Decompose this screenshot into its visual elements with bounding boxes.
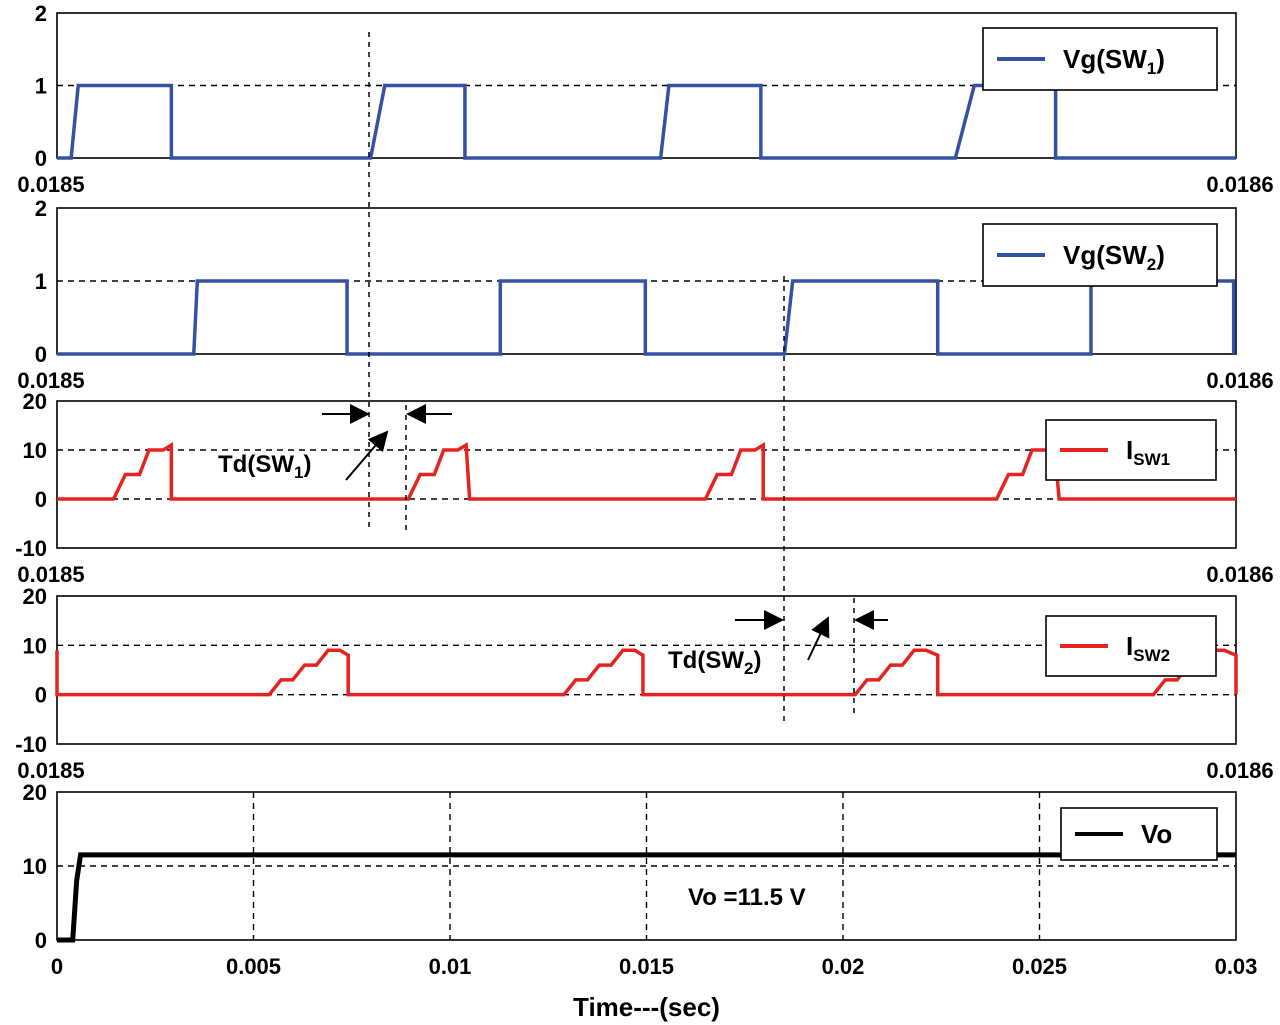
arrow [345,430,389,481]
x-tick-label: 0.0186 [1206,562,1273,587]
legend: ISW2 [1045,615,1217,677]
legend-label: Vg(SW2) [1063,240,1165,274]
legend-box [1045,615,1217,677]
legend-label: Vg(SW1) [1063,44,1165,78]
panel-5: 0 10 20 0 0.005 0.01 0.015 0.02 0.025 0.03 Vo Vo =1… [23,780,1258,1022]
x-tick-label: 0 [51,954,63,979]
x-tick-label: 0.0186 [1206,758,1273,783]
x-tick-label: 0.01 [429,954,472,979]
annotation-label: Vo =11.5 V [688,884,806,911]
legend-label: ISW2 [1126,631,1170,665]
x-axis-label: Time---(sec) [573,992,720,1022]
series-line [57,852,1236,943]
arrow [807,616,830,661]
y-tick-label: 1 [35,269,47,294]
x-tick-label: 0.0185 [17,368,84,393]
legend: Vg(SW1) [982,27,1218,91]
panel-1: 0 1 2 0.0185 0.0186 Vg(SW1) [17,1,1273,197]
y-tick-label: 20 [23,389,47,414]
y-tick-label: -10 [15,536,47,561]
panel-2: 0 1 2 0.0185 0.0186 Vg(SW2) [17,196,1273,393]
y-tick-label: 0 [35,683,47,708]
y-tick-label: 0 [35,928,47,953]
legend: ISW1 [1045,419,1217,481]
legend: Vg(SW2) [982,223,1218,287]
y-tick-label: -10 [15,732,47,757]
x-tick-label: 0.025 [1012,954,1067,979]
legend-label: ISW1 [1126,435,1170,469]
panel-3: -10 0 10 20 0.0185 0.0186 ISW1 Td(SW1) [15,389,1273,587]
annotation-label: Td(SW2) [668,647,761,678]
x-tick-label: 0.0185 [17,562,84,587]
y-tick-label: 10 [23,854,47,879]
x-tick-label: 0.0185 [17,172,84,197]
y-tick-label: 2 [35,196,47,221]
y-tick-label: 2 [35,1,47,26]
panel-4: -10 0 10 20 0.0185 0.0186 ISW2 Td(SW2) [15,584,1273,783]
y-tick-label: 10 [23,633,47,658]
legend: Vo [1060,807,1218,861]
plot-frame [56,400,1237,549]
x-tick-label: 0.015 [619,954,674,979]
y-tick-label: 10 [23,438,47,463]
series-line [57,83,1236,160]
y-tick-label: 20 [23,780,47,805]
legend-label: Vo [1141,819,1172,849]
y-tick-label: 0 [35,487,47,512]
y-tick-label: 1 [35,74,47,99]
y-tick-label: 20 [23,584,47,609]
series-line [55,648,1238,697]
dead-time-markers [322,32,888,722]
x-tick-label: 0.02 [822,954,865,979]
annotation-label: Td(SW1) [218,451,311,482]
y-tick-label: 0 [35,146,47,171]
series-line [57,442,1236,501]
x-tick-label: 0.0186 [1206,368,1273,393]
x-tick-label: 0.005 [226,954,281,979]
x-tick-label: 0.0185 [17,758,84,783]
series-line [57,279,1236,356]
x-tick-label: 0.03 [1215,954,1258,979]
y-tick-label: 0 [35,342,47,367]
x-tick-label: 0.0186 [1206,172,1273,197]
